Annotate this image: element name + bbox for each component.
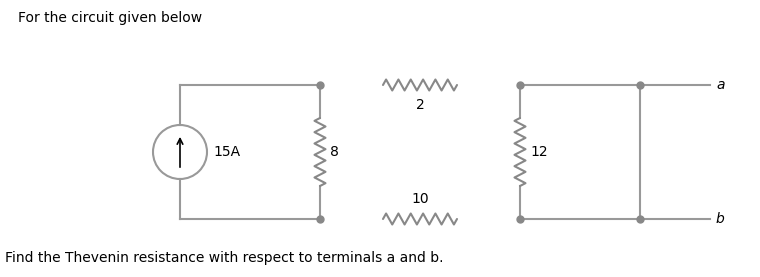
Text: 15A: 15A	[213, 145, 240, 159]
Text: a: a	[716, 78, 724, 92]
Text: 2: 2	[416, 98, 424, 112]
Text: For the circuit given below: For the circuit given below	[18, 11, 202, 25]
Text: 10: 10	[411, 192, 429, 206]
Text: 8: 8	[330, 145, 339, 159]
Text: b: b	[716, 212, 725, 226]
Text: 12: 12	[530, 145, 548, 159]
Text: Find the Thevenin resistance with respect to terminals a and b.: Find the Thevenin resistance with respec…	[5, 251, 444, 265]
